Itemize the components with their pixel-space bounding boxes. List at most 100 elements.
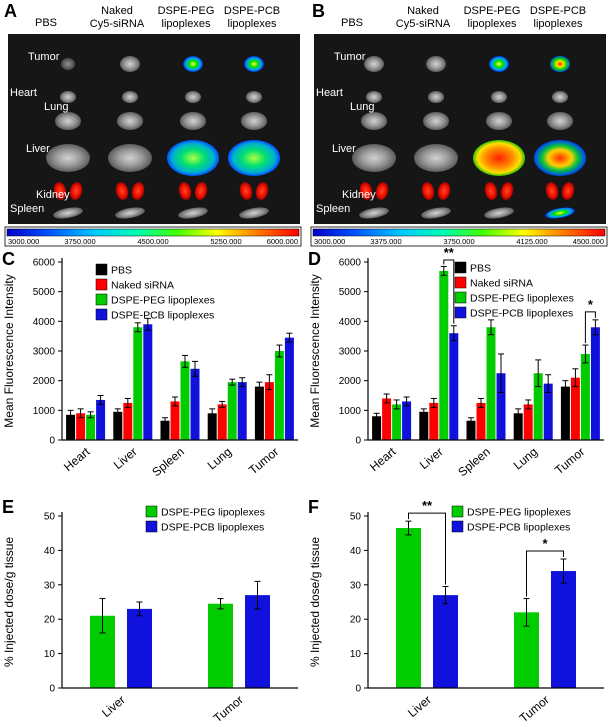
y-tick-label: 0 xyxy=(49,436,55,447)
y-tick-label: 30 xyxy=(350,580,362,591)
bar xyxy=(372,416,382,440)
kidney-organ xyxy=(545,182,559,200)
colorbar-gradient xyxy=(312,228,606,237)
kidney-organ xyxy=(53,182,67,200)
bar-chart-D: 0 1000 2000 3000 4000 5000 6000 Mean Fluorescen… xyxy=(306,245,612,498)
lung-organ xyxy=(486,112,512,130)
legend-swatch xyxy=(451,520,464,533)
bar xyxy=(590,327,600,440)
significance-bracket xyxy=(584,311,596,344)
legend-swatch xyxy=(95,278,108,291)
organ-label: Heart xyxy=(316,87,343,99)
legend-label: DSPE-PCB lipoplexes xyxy=(111,310,214,322)
kidney-organ xyxy=(375,182,389,200)
legend-label: DSPE-PEG lipoplexes xyxy=(470,293,574,305)
organ-label: Kidney xyxy=(36,189,70,201)
column-header: DSPE-PCB xyxy=(224,5,280,17)
colorbar-tick-label: 4500.000 xyxy=(137,237,168,246)
liver-organ xyxy=(534,140,586,176)
column-header: Cy5-siRNA xyxy=(396,18,451,30)
colorbar-tick-label: 5250.000 xyxy=(210,237,241,246)
bar-chart-C: 0 1000 2000 3000 4000 5000 6000 Mean Fluorescen… xyxy=(0,248,306,498)
lung-organ xyxy=(180,112,206,130)
kidney-organ xyxy=(194,182,208,200)
heart-organ xyxy=(428,91,444,103)
bar xyxy=(513,413,523,440)
y-tick-label: 0 xyxy=(49,684,55,695)
spleen-organ xyxy=(178,207,208,219)
significance-label: * xyxy=(588,297,594,312)
organ-image-B: PBSNakedCy5-siRNADSPE-PEGlipoplexesDSPE-… xyxy=(310,5,608,247)
x-category-label: Liver xyxy=(417,445,446,472)
column-header: lipoplexes xyxy=(534,18,583,30)
y-tick-label: 0 xyxy=(355,684,361,695)
kidney-organ xyxy=(255,182,269,200)
spleen-organ xyxy=(115,207,145,219)
bar xyxy=(208,603,233,688)
legend-swatch xyxy=(454,276,467,289)
x-category-label: Spleen xyxy=(455,445,493,480)
legend-swatch xyxy=(454,261,467,274)
liver-organ xyxy=(414,144,458,172)
bar xyxy=(496,373,506,440)
kidney-organ xyxy=(437,182,451,200)
column-header: Naked xyxy=(101,5,133,17)
x-category-label: Heart xyxy=(367,444,399,474)
legend-swatch xyxy=(95,293,108,306)
lung-organ xyxy=(361,112,387,130)
bar xyxy=(392,404,402,440)
bar xyxy=(284,337,294,440)
tumor-organ xyxy=(489,56,509,72)
kidney-organ xyxy=(359,182,373,200)
x-category-label: Tumor xyxy=(246,445,281,478)
bar xyxy=(560,386,570,440)
legend-swatch xyxy=(95,263,108,276)
significance-label: ** xyxy=(444,248,455,260)
y-tick-label: 5000 xyxy=(33,287,56,298)
spleen-organ xyxy=(359,207,389,219)
organ-imaging-panel-B: PBS Naked Cy5-siRNA DSPE-PEG lipoplexes DSPE-… xyxy=(306,0,612,248)
significance-label: ** xyxy=(422,498,433,513)
column-header: Cy5-siRNA xyxy=(90,18,145,30)
y-axis-label: % Injected dose/g tissue xyxy=(2,537,16,667)
column-header: Naked xyxy=(407,5,439,17)
chart-svg-D: 0 1000 2000 3000 4000 5000 6000 Mean Fluorescen… xyxy=(308,245,604,480)
bar xyxy=(113,411,123,440)
column-header: DSPE-PEG xyxy=(464,5,521,17)
tumor-organ xyxy=(183,56,203,72)
organ-imaging-panel-A: PBS Naked Cy5-siRNA DSPE-PEG lipoplexes DSPE-… xyxy=(0,0,306,248)
colorbar-tick-label: 3375.000 xyxy=(370,237,401,246)
y-tick-label: 2000 xyxy=(339,376,362,387)
y-tick-label: 50 xyxy=(44,512,56,523)
organ-label: Liver xyxy=(26,143,50,155)
colorbar-gradient xyxy=(6,228,300,237)
bar-chart-E: 0 10 20 30 40 50 % Injected dose/g tissue Liver… xyxy=(0,498,306,727)
bar xyxy=(245,595,270,688)
bar xyxy=(190,368,200,440)
colorbar-tick-label: 6000.000 xyxy=(267,237,298,246)
heart-organ xyxy=(122,91,138,103)
x-category-label: Spleen xyxy=(149,445,187,480)
lung-organ xyxy=(423,112,449,130)
tumor-organ xyxy=(364,56,384,72)
bar xyxy=(466,420,476,440)
legend-label: DSPE-PCB lipoplexes xyxy=(470,308,573,320)
bar xyxy=(523,404,533,440)
bar xyxy=(86,414,96,440)
column-header: lipoplexes xyxy=(162,18,211,30)
kidney-organ xyxy=(178,182,192,200)
y-axis-label: Mean Fluorescence Intensity xyxy=(308,274,322,427)
heart-organ xyxy=(366,91,382,103)
y-tick-label: 3000 xyxy=(33,347,56,358)
kidney-organ xyxy=(484,182,498,200)
bar xyxy=(449,333,459,440)
panel-label-D: D xyxy=(308,249,321,269)
bar xyxy=(429,402,439,440)
bar xyxy=(402,401,412,440)
y-tick-label: 1000 xyxy=(339,406,362,417)
kidney-organ xyxy=(500,182,514,200)
bar xyxy=(570,377,580,440)
panel-label-A: A xyxy=(4,1,17,21)
bar xyxy=(180,361,190,440)
